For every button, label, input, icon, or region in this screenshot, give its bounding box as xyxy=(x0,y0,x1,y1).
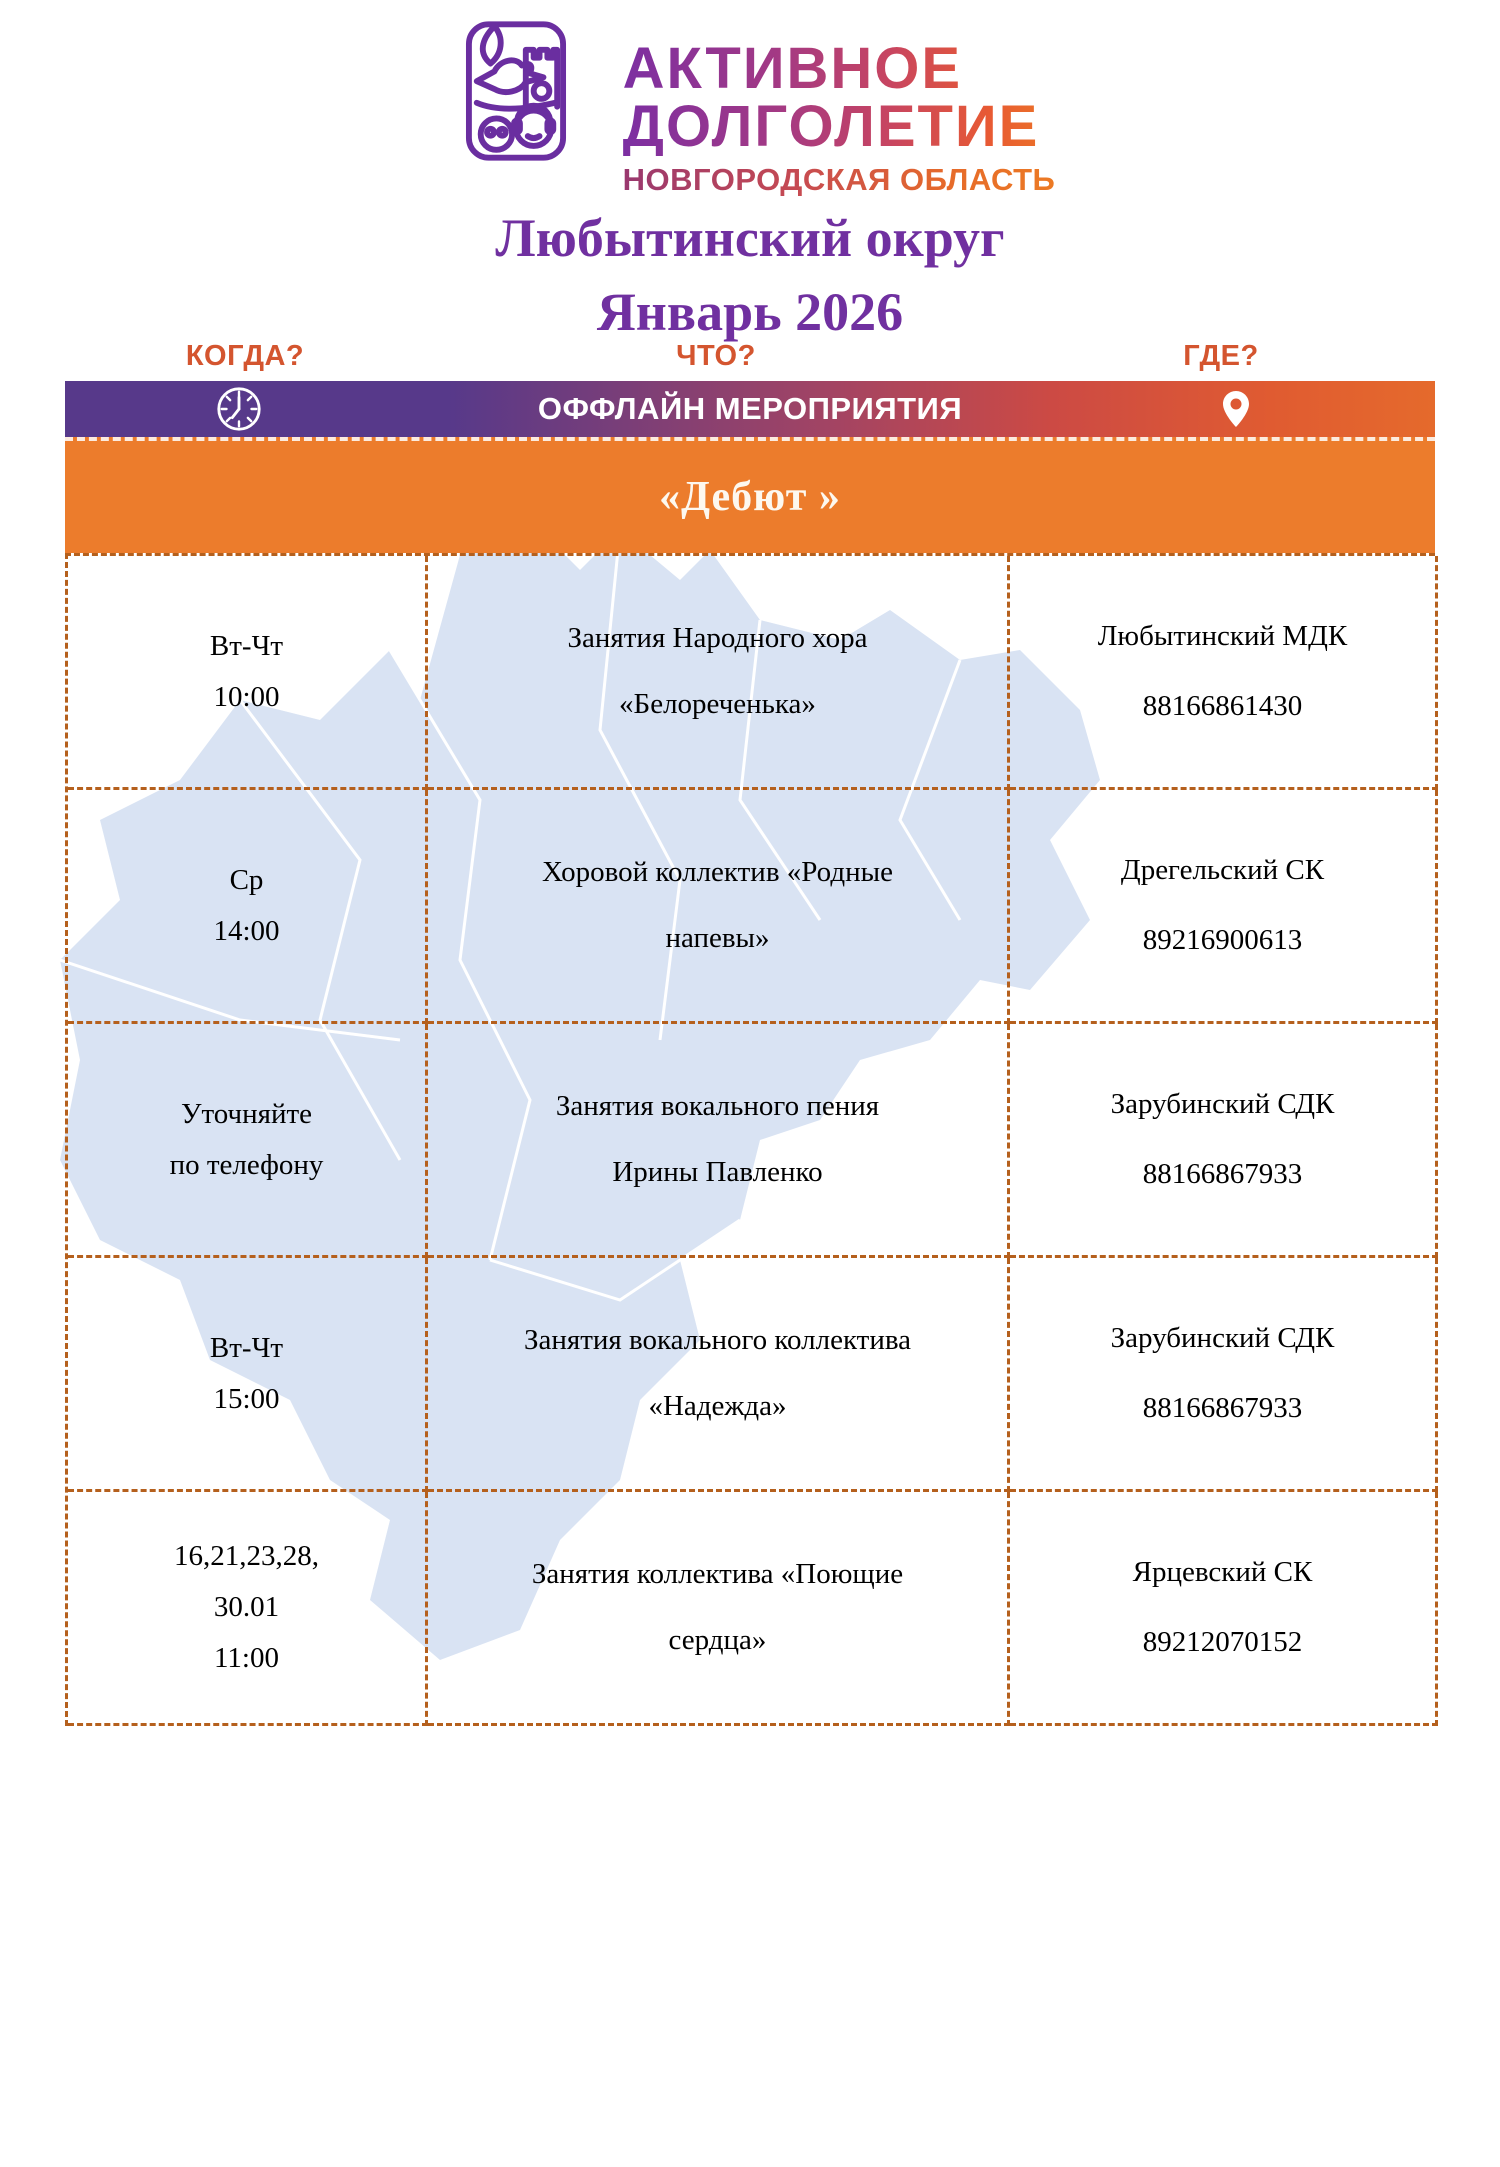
logo-subtitle: НОВГОРОДСКАЯ ОБЛАСТЬ xyxy=(622,162,1056,197)
cell-what: Занятия Народного хора «Белореченька» xyxy=(428,556,1010,790)
clock-icon xyxy=(214,384,264,434)
section-band: «Дебют » xyxy=(65,437,1435,553)
venue-name: Зарубинский СДК xyxy=(1110,1087,1335,1120)
cell-when: Ср 14:00 xyxy=(68,790,428,1024)
logo-badge-icon xyxy=(465,21,566,161)
venue-phone: 88166867933 xyxy=(1142,1391,1303,1424)
venue-name: Зарубинский СДК xyxy=(1110,1321,1335,1354)
cell-what: Занятия коллектива «Поющие сердца» xyxy=(428,1492,1010,1726)
logo: АКТИВНОЕ ДОЛГОЛЕТИЕ НОВГОРОДСКАЯ ОБЛАСТЬ xyxy=(10,20,1500,196)
offline-events-bar-title: ОФФЛАЙН МЕРОПРИЯТИЯ xyxy=(537,391,963,426)
cell-when: 16,21,23,28, 30.01 11:00 xyxy=(68,1492,428,1726)
events-table: Вт-Чт 10:00 Занятия Народного хора «Бело… xyxy=(65,553,1438,1726)
region-map-watermark xyxy=(60,520,1100,1660)
cell-where: Ярцевский СК 89212070152 xyxy=(1010,1492,1438,1726)
venue-phone: 88166861430 xyxy=(1142,689,1303,722)
offline-events-bar: ОФФЛАЙН МЕРОПРИЯТИЯ xyxy=(65,381,1435,437)
logo-title-line1: АКТИВНОЕ xyxy=(623,40,1056,98)
cell-where: Дрегельский СК 89216900613 xyxy=(1010,790,1438,1024)
location-pin-icon xyxy=(1223,391,1249,427)
cell-what: Занятия вокального пения Ирины Павленко xyxy=(428,1024,1010,1258)
venue-name: Дрегельский СК xyxy=(1120,853,1325,886)
venue-phone: 89216900613 xyxy=(1142,923,1303,956)
venue-name: Любытинский МДК xyxy=(1097,619,1348,652)
cell-where: Зарубинский СДК 88166867933 xyxy=(1010,1024,1438,1258)
column-label-what: ЧТО? xyxy=(676,340,756,372)
column-labels: КОГДА? ЧТО? ГДЕ? xyxy=(65,340,1435,373)
column-label-where: ГДЕ? xyxy=(1183,340,1259,372)
cell-where: Любытинский МДК 88166861430 xyxy=(1010,556,1438,790)
cell-when: Уточняйте по телефону xyxy=(68,1024,428,1258)
venue-name: Ярцевский СК xyxy=(1132,1555,1313,1588)
section-title: «Дебют » xyxy=(659,474,841,520)
cell-where: Зарубинский СДК 88166867933 xyxy=(1010,1258,1438,1492)
column-label-when: КОГДА? xyxy=(185,340,305,372)
venue-phone: 88166867933 xyxy=(1142,1157,1303,1190)
logo-title-line2: ДОЛГОЛЕТИЕ xyxy=(623,98,1056,156)
page-title-district: Любытинский округ xyxy=(495,208,1005,268)
cell-when: Вт-Чт 15:00 xyxy=(68,1258,428,1492)
venue-phone: 89212070152 xyxy=(1142,1625,1303,1658)
cell-what: Хоровой коллектив «Родные напевы» xyxy=(428,790,1010,1024)
cell-what: Занятия вокального коллектива «Надежда» xyxy=(428,1258,1010,1492)
cell-when: Вт-Чт 10:00 xyxy=(68,556,428,790)
logo-text: АКТИВНОЕ ДОЛГОЛЕТИЕ НОВГОРОДСКАЯ ОБЛАСТЬ xyxy=(623,40,1056,196)
page-title-month: Январь 2026 xyxy=(596,282,904,342)
